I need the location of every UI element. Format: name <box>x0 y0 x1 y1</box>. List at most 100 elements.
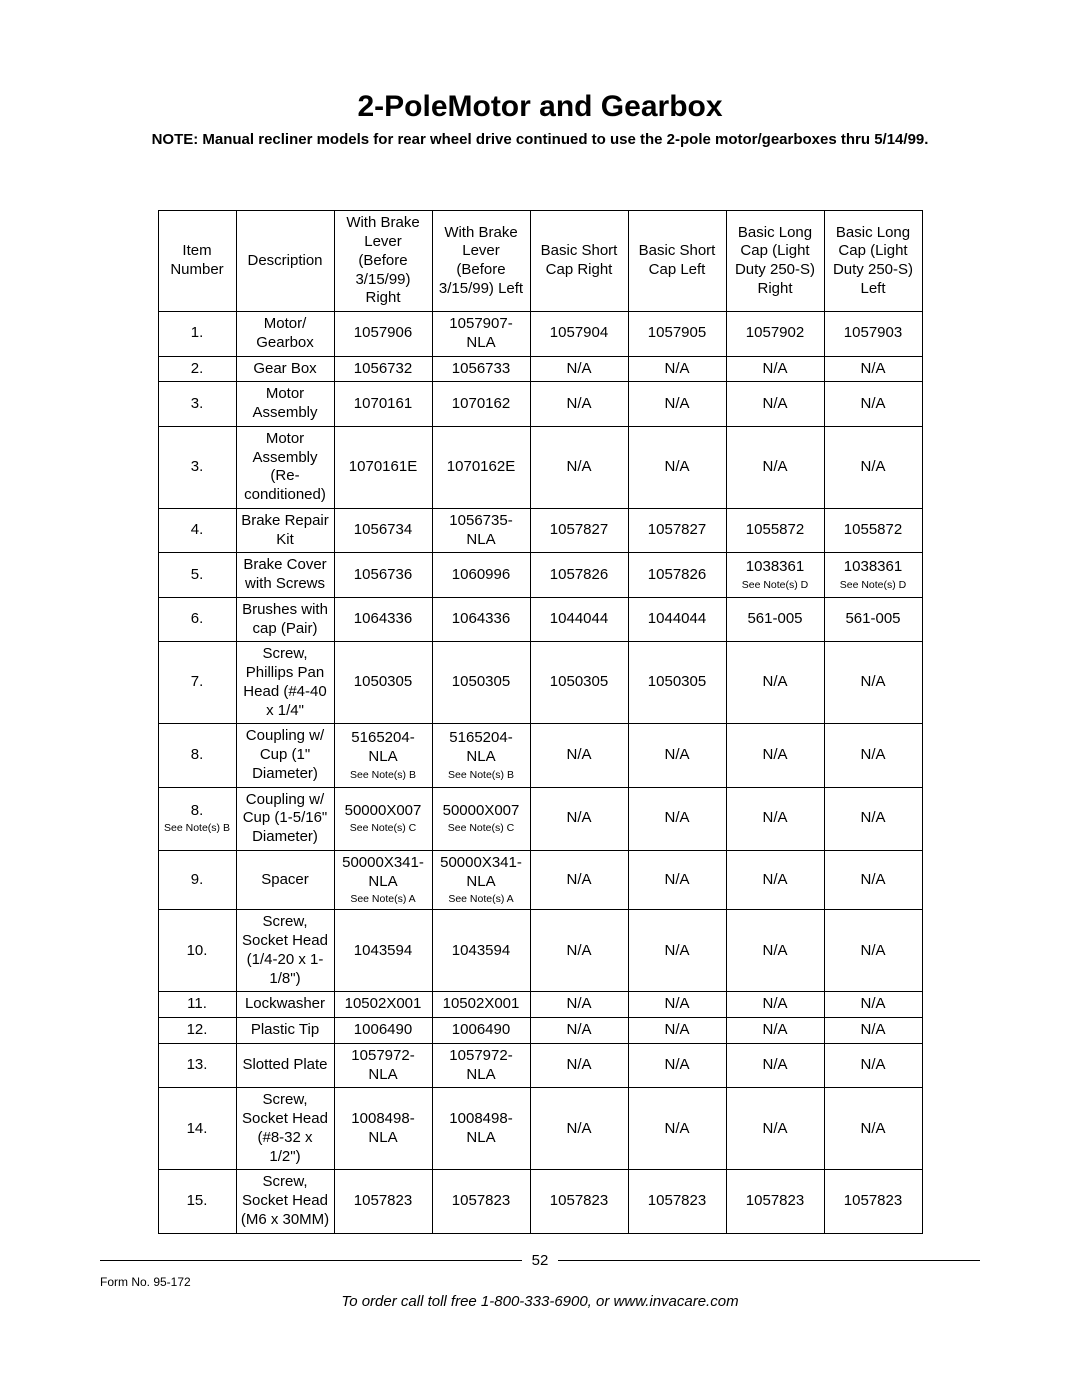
cell-note: See Note(s) C <box>437 822 526 835</box>
cell-data: 1008498-NLA <box>432 1088 530 1170</box>
page-footer: 52 Form No. 95-172 To order call toll fr… <box>100 1252 980 1310</box>
cell-value: N/A <box>860 871 885 888</box>
cell-value: N/A <box>762 1120 787 1137</box>
cell-value: N/A <box>566 871 591 888</box>
cell-value: N/A <box>860 360 885 377</box>
cell-data: 1070162E <box>432 426 530 508</box>
parts-table: Item Number Description With Brake Lever… <box>158 210 923 1233</box>
cell-data: 50000X007See Note(s) C <box>432 787 530 850</box>
cell-item-number: 1. <box>158 312 236 357</box>
cell-data: N/A <box>824 787 922 850</box>
cell-value: 1057823 <box>648 1192 706 1209</box>
table-row: 10.Screw, Socket Head (1/4-20 x 1-1/8")1… <box>158 910 922 992</box>
cell-value: 14. <box>187 1120 208 1137</box>
cell-value: Motor Assembly <box>252 385 317 421</box>
cell-value: N/A <box>762 995 787 1012</box>
cell-value: 1070162E <box>447 458 515 475</box>
cell-data: 1056735-NLA <box>432 508 530 553</box>
cell-description: Screw, Socket Head (1/4-20 x 1-1/8") <box>236 910 334 992</box>
cell-value: 1057906 <box>354 324 412 341</box>
cell-value: Coupling w/ Cup (1-5/16" Diameter) <box>243 791 328 846</box>
table-row: 13.Slotted Plate1057972-NLA1057972-NLAN/… <box>158 1043 922 1088</box>
cell-data: 1057972-NLA <box>432 1043 530 1088</box>
cell-value: 1057826 <box>648 566 706 583</box>
table-header: Basic Long Cap (Light Duty 250-S) Right <box>726 211 824 312</box>
cell-data: 10502X001 <box>432 992 530 1018</box>
cell-data: 1050305 <box>628 642 726 724</box>
cell-value: 9. <box>191 871 204 888</box>
cell-value: N/A <box>762 1056 787 1073</box>
cell-note: See Note(s) A <box>437 893 526 906</box>
cell-note: See Note(s) C <box>339 822 428 835</box>
cell-value: N/A <box>860 395 885 412</box>
table-row: 11.Lockwasher10502X00110502X001N/AN/AN/A… <box>158 992 922 1018</box>
cell-data: 1057823 <box>824 1170 922 1233</box>
cell-data: 1006490 <box>432 1018 530 1044</box>
table-row: 12.Plastic Tip10064901006490N/AN/AN/AN/A <box>158 1018 922 1044</box>
cell-item-number: 3. <box>158 426 236 508</box>
cell-value: N/A <box>762 395 787 412</box>
cell-value: 10. <box>187 942 208 959</box>
cell-item-number: 12. <box>158 1018 236 1044</box>
cell-value: Slotted Plate <box>242 1056 327 1073</box>
cell-data: 1057827 <box>530 508 628 553</box>
cell-value: 1057972-NLA <box>351 1047 414 1083</box>
cell-item-number: 4. <box>158 508 236 553</box>
cell-description: Motor Assembly (Re-conditioned) <box>236 426 334 508</box>
cell-value: 1056735-NLA <box>449 512 512 548</box>
cell-data: 1057826 <box>628 553 726 598</box>
cell-value: 1055872 <box>844 521 902 538</box>
cell-data: 1057972-NLA <box>334 1043 432 1088</box>
cell-note: See Note(s) B <box>339 769 428 782</box>
cell-data: N/A <box>628 1088 726 1170</box>
cell-data: 1050305 <box>530 642 628 724</box>
cell-value: N/A <box>664 809 689 826</box>
cell-value: 5165204-NLA <box>351 729 414 765</box>
footer-rule-line <box>100 1260 522 1261</box>
cell-value: 1056736 <box>354 566 412 583</box>
table-header: Basic Short Cap Left <box>628 211 726 312</box>
cell-value: 1057907-NLA <box>449 315 512 351</box>
cell-value: N/A <box>860 746 885 763</box>
cell-value: N/A <box>860 809 885 826</box>
table-row: 14.Screw, Socket Head (#8-32 x 1/2")1008… <box>158 1088 922 1170</box>
cell-value: N/A <box>860 942 885 959</box>
cell-data: N/A <box>726 992 824 1018</box>
cell-value: 50000X341-NLA <box>440 854 522 890</box>
document-page: 2-PoleMotor and Gearbox NOTE: Manual rec… <box>0 0 1080 1350</box>
cell-data: 50000X007See Note(s) C <box>334 787 432 850</box>
cell-value: Screw, Socket Head (1/4-20 x 1-1/8") <box>242 913 328 986</box>
cell-value: N/A <box>566 1120 591 1137</box>
footer-rule-line <box>558 1260 980 1261</box>
cell-value: 1008498-NLA <box>351 1110 414 1146</box>
cell-data: N/A <box>530 1018 628 1044</box>
cell-value: 50000X341-NLA <box>342 854 424 890</box>
cell-value: N/A <box>566 360 591 377</box>
cell-data: N/A <box>824 1088 922 1170</box>
cell-item-number: 15. <box>158 1170 236 1233</box>
cell-data: 1057823 <box>628 1170 726 1233</box>
cell-value: Screw, Phillips Pan Head (#4-40 x 1/4" <box>243 645 326 718</box>
cell-value: 1056734 <box>354 521 412 538</box>
page-number: 52 <box>532 1252 549 1269</box>
cell-value: N/A <box>566 458 591 475</box>
cell-data: 1070161E <box>334 426 432 508</box>
cell-data: 561-005 <box>824 597 922 642</box>
cell-value: N/A <box>566 809 591 826</box>
cell-data: 1064336 <box>334 597 432 642</box>
cell-value: 1006490 <box>354 1021 412 1038</box>
cell-value: Motor Assembly (Re-conditioned) <box>244 430 326 503</box>
cell-data: 1057827 <box>628 508 726 553</box>
cell-data: N/A <box>824 382 922 427</box>
cell-value: Coupling w/ Cup (1" Diameter) <box>246 727 324 782</box>
cell-description: Coupling w/ Cup (1" Diameter) <box>236 724 334 787</box>
cell-description: Spacer <box>236 850 334 910</box>
cell-description: Lockwasher <box>236 992 334 1018</box>
cell-data: N/A <box>628 356 726 382</box>
cell-data: N/A <box>530 1088 628 1170</box>
cell-data: N/A <box>824 426 922 508</box>
footer-rule: 52 <box>100 1252 980 1269</box>
cell-value: N/A <box>860 1056 885 1073</box>
cell-data: N/A <box>726 1043 824 1088</box>
cell-data: 50000X341-NLA See Note(s) A <box>432 850 530 910</box>
